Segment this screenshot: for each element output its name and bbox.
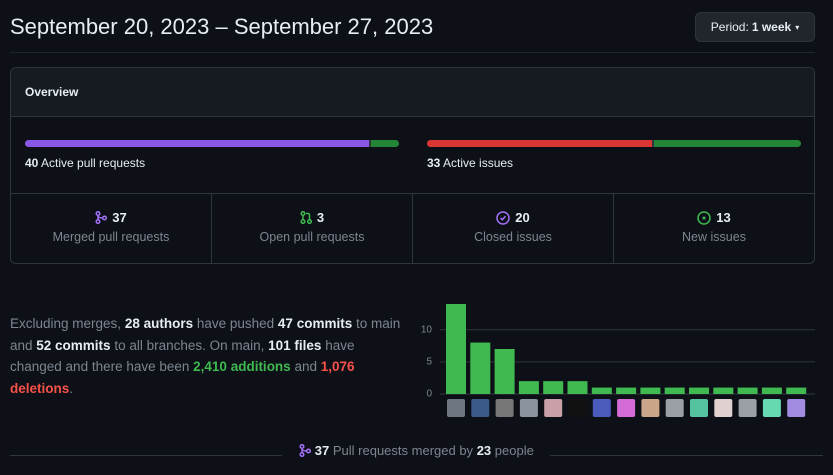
bar [494, 349, 515, 394]
new-issue-icon [697, 210, 712, 225]
avatar [617, 399, 636, 417]
avatar [495, 399, 514, 417]
stat-label: New issues [682, 230, 746, 244]
stat-cell[interactable]: 20 Closed issues [412, 194, 613, 263]
summary-segment: 101 files [268, 337, 322, 353]
period-value: 1 week [751, 20, 792, 34]
avatar [665, 399, 684, 417]
period-button[interactable]: Period: 1 week ▾ [695, 12, 815, 42]
merge-icon [299, 443, 312, 458]
closed-segment [427, 140, 653, 147]
avatar [544, 399, 563, 417]
new-segment [654, 140, 801, 147]
footer-count: 37 [314, 443, 330, 458]
summary-segment: 47 commits [277, 316, 353, 331]
pr-label: Active pull requests [41, 156, 146, 170]
stat-label: Open pull requests [259, 230, 365, 244]
y-tick-label: 10 [421, 324, 433, 335]
footer-people: 23 [476, 443, 492, 458]
avatar [519, 399, 538, 417]
avatar [738, 399, 757, 417]
stat-cell[interactable]: 13 New issues [613, 194, 814, 263]
bar [616, 387, 637, 394]
merged-segment [25, 140, 370, 147]
caret: ▾ [795, 22, 800, 32]
summary-segment: 2,410 additions [193, 359, 291, 374]
summary-segment: to main and [10, 316, 401, 353]
bar [640, 387, 661, 394]
stat-value: 3 [316, 210, 325, 225]
bar [518, 381, 539, 394]
summary-segment: to all branches. On main, [110, 337, 269, 353]
stat-label: Merged pull requests [52, 230, 170, 244]
footer-text: 37 Pull requests merged by 23 people [0, 443, 833, 458]
avatar [447, 399, 465, 417]
y-tick-label: 0 [426, 389, 432, 400]
open-segment [371, 140, 399, 147]
bar [786, 387, 807, 394]
summary-segment: . [69, 380, 74, 396]
y-tick-label: 5 [426, 356, 432, 367]
bar [761, 387, 782, 394]
stat-value: 20 [515, 210, 530, 225]
summary-segment: 28 authors [124, 316, 194, 331]
avatar [592, 399, 611, 417]
footer-suffix: people [494, 443, 534, 458]
bar [543, 381, 564, 394]
avatar [690, 399, 708, 417]
issues-label: Active issues [443, 156, 514, 170]
summary-segment: have changed and there have been [10, 337, 355, 375]
summary-segment: and [290, 359, 321, 374]
stat-cell[interactable]: 3 Open pull requests [211, 194, 412, 263]
divider [10, 52, 815, 53]
avatar [714, 399, 733, 417]
bar [664, 387, 685, 394]
pr-bar [25, 140, 399, 147]
divider [10, 455, 282, 456]
summary-segment: 52 commits [36, 337, 111, 353]
stat-value: 37 [112, 210, 127, 225]
divider [550, 455, 823, 456]
issues-bar [427, 140, 801, 147]
avatar [641, 399, 660, 417]
issues-caption: 33 Active issues [427, 156, 513, 170]
summary-segment: Excluding merges, [10, 316, 125, 331]
stat-cell[interactable]: 37 Merged pull requests [11, 194, 211, 263]
period-label: Period: [710, 20, 749, 34]
avatar [787, 399, 806, 417]
bar [689, 387, 709, 394]
merge-icon [95, 211, 108, 224]
pr-caption: 40 Active pull requests [25, 156, 145, 170]
bar [591, 387, 612, 394]
bar [470, 342, 491, 394]
overview-title: Overview [11, 68, 814, 117]
summary-segment: have pushed [193, 316, 278, 331]
bar [567, 381, 588, 394]
issues-count: 33 [427, 156, 441, 170]
summary-text: Excluding merges, 28 authors have pushed… [10, 313, 405, 399]
stats-row: 37 Merged pull requests 3 Open pull reques… [11, 193, 814, 263]
footer-label: Pull requests merged by [332, 443, 474, 458]
commits-chart: 0 5 10 [421, 304, 815, 417]
closed-issue-icon [496, 210, 511, 225]
stat-value: 13 [716, 210, 731, 225]
page-title: September 20, 2023 – September 27, 2023 [10, 14, 434, 39]
stat-label: Closed issues [474, 230, 552, 244]
summary-segment: 1,076 deletions [10, 359, 355, 396]
bar [713, 387, 734, 394]
avatar [762, 399, 781, 417]
avatar [568, 399, 587, 417]
pr-count: 40 [25, 156, 39, 170]
bar [446, 304, 466, 394]
bar [737, 387, 758, 394]
open-pr-icon [300, 211, 312, 224]
overview-box: Overview 40 Active pull requests 33 Acti… [10, 67, 815, 264]
avatar [471, 399, 490, 417]
